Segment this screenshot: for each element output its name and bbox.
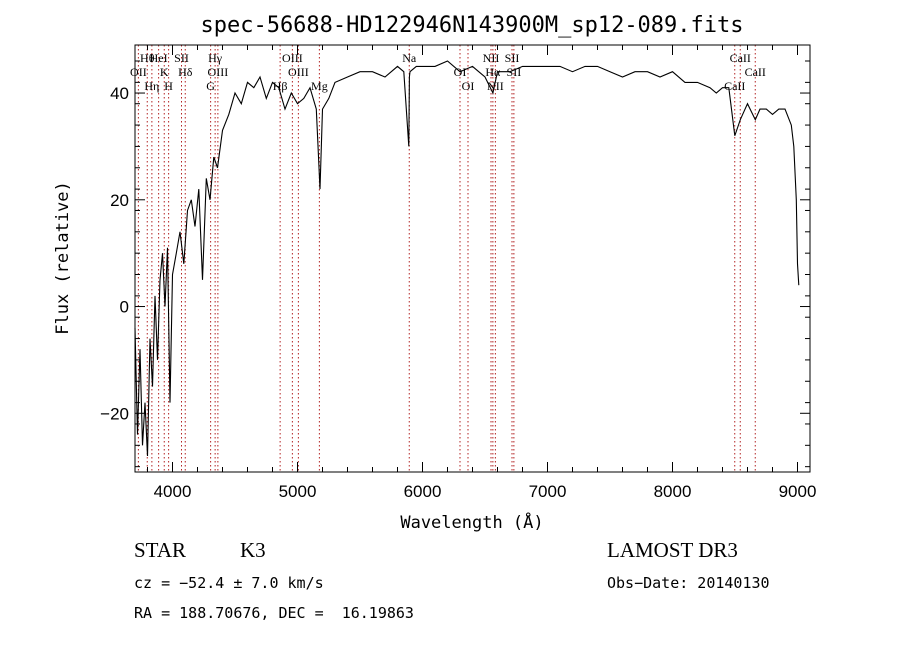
line-marker-label: OIII (208, 65, 229, 79)
axis-ticks: 4000 5000 6000 7000 8000 9000 −20 0 20 40 (100, 45, 816, 501)
x-tick-label: 5000 (279, 482, 317, 501)
line-marker-label: NII (483, 51, 500, 65)
line-marker-label: CaII (724, 79, 745, 93)
x-tick-label: 8000 (654, 482, 692, 501)
line-marker-label: OIII (282, 51, 303, 65)
object-class: STAR (134, 538, 186, 562)
line-marker-label: CaII (745, 65, 766, 79)
line-marker-label: OI (462, 79, 475, 93)
line-marker-label: OII (130, 65, 147, 79)
line-marker-label: Hθ (140, 51, 155, 65)
line-marker-label: SII (505, 51, 520, 65)
x-axis-label: Wavelength (Å) (400, 511, 543, 533)
line-marker-label: K (160, 65, 169, 79)
chart-title: spec-56688-HD122946N143900M_sp12-089.fit… (200, 13, 743, 38)
line-marker-label: Hδ (178, 65, 193, 79)
line-marker-label: Hη (144, 79, 159, 93)
x-tick-label: 7000 (529, 482, 567, 501)
observation-date: Obs−Date: 20140130 (607, 574, 770, 592)
line-marker-label: SII (174, 51, 189, 65)
line-marker-label: Hγ (208, 51, 223, 65)
line-marker-label: Mg (311, 79, 328, 93)
line-marker-label: HeI (150, 51, 168, 65)
survey-name: LAMOST DR3 (607, 538, 738, 562)
spectral-line-markers (137, 45, 756, 472)
object-subclass: K3 (240, 538, 266, 562)
x-tick-label: 9000 (779, 482, 817, 501)
redshift-velocity: cz = −52.4 ± 7.0 km/s (134, 574, 324, 592)
x-tick-label: 6000 (404, 482, 442, 501)
y-tick-label: 0 (120, 298, 129, 317)
y-tick-label: 40 (110, 84, 129, 103)
line-marker-label: OIII (288, 65, 309, 79)
plot-frame (134, 44, 811, 473)
line-marker-label: H (164, 79, 173, 93)
coordinates: RA = 188.70676, DEC = 16.19863 (134, 604, 414, 622)
y-tick-label: 20 (110, 191, 129, 210)
y-tick-label: −20 (100, 404, 129, 423)
y-axis-label: Flux (relative) (53, 181, 73, 335)
line-marker-label: CaII (730, 51, 751, 65)
line-marker-label: G (206, 79, 215, 93)
spectral-line-labels: HθOIIHηHeIKHSIIHδGHγOIIIHβOIIIOIIIMgNaOI… (130, 51, 766, 93)
spectrum-line (134, 60, 800, 457)
line-marker-label: Hβ (273, 79, 288, 93)
x-tick-label: 4000 (154, 482, 192, 501)
line-marker-label: Na (402, 51, 417, 65)
